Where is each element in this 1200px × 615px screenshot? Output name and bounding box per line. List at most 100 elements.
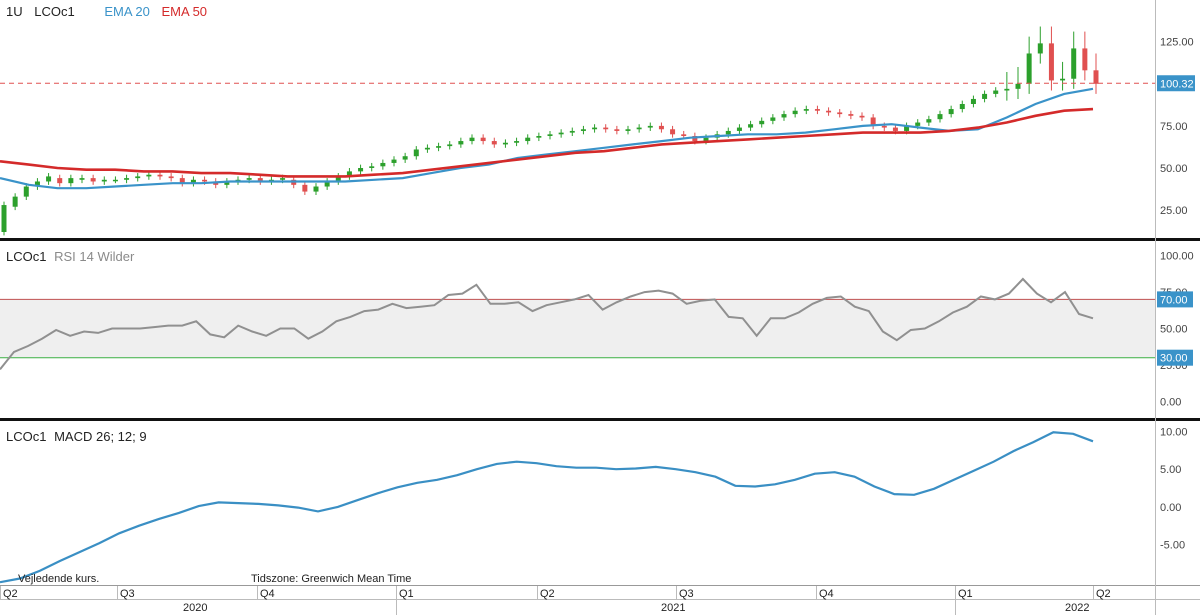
last-price-badge — [1157, 75, 1195, 92]
candle-body — [1026, 53, 1032, 84]
ema50-legend[interactable]: EMA 50 — [161, 4, 208, 19]
candle-body — [1093, 70, 1099, 84]
overbought-badge — [1157, 291, 1193, 308]
candle-body — [480, 137, 486, 142]
time-axis: Q2 Q3 Q4 Q1 Q2 Q3 Q4 Q1 Q2 2020 2021 2022 — [0, 585, 1200, 615]
quarter-label: Q3 — [120, 588, 135, 600]
candle-body — [1037, 43, 1043, 54]
macd-symbol-label: LCOc1 — [6, 429, 47, 444]
rsi-axis-tick-label: 50.00 — [1160, 324, 1188, 336]
candle-body — [12, 196, 18, 207]
year-label: 2020 — [183, 602, 207, 614]
symbol-label[interactable]: LCOc1 — [34, 4, 75, 19]
quarter-label: Q3 — [679, 588, 694, 600]
candle-body — [770, 117, 776, 121]
candle-body — [346, 171, 352, 177]
ema20-line — [0, 87, 1094, 190]
candle-body — [179, 178, 185, 184]
rsi-axis-tick-label: 0.00 — [1160, 396, 1181, 408]
candle-body — [1060, 78, 1066, 81]
candle-body — [592, 127, 598, 130]
candle-body — [369, 166, 375, 168]
price-disclaimer: Vejledende kurs. — [18, 573, 100, 585]
candle-body — [257, 178, 263, 182]
candle-body — [748, 124, 754, 128]
oversold-badge — [1157, 349, 1193, 366]
candle-body — [101, 179, 107, 182]
candle-body — [625, 129, 631, 131]
macd-indicator-label[interactable]: MACD 26; 12; 9 — [54, 429, 147, 444]
macd-axis-tick-label: 10.00 — [1160, 427, 1188, 439]
macd-axis-tick-label: -5.00 — [1160, 540, 1185, 552]
candle-body — [135, 176, 141, 179]
quarter-label: Q1 — [399, 588, 414, 600]
candle-body — [46, 176, 52, 182]
timezone-note: Tidszone: Greenwich Mean Time — [251, 573, 412, 585]
candle-body — [302, 184, 308, 192]
candle-body — [937, 114, 943, 120]
candle-body — [1082, 48, 1088, 71]
candle-body — [34, 181, 40, 187]
rsi-indicator-label[interactable]: RSI 14 Wilder — [54, 249, 135, 264]
candle-body — [614, 129, 620, 131]
macd-panel: -5.00 0.00 5.00 10.00 — [0, 427, 1188, 584]
candle-body — [915, 122, 921, 126]
ema50-line — [0, 107, 1094, 178]
price-axis-tick-label: 50.00 — [1160, 163, 1188, 175]
price-legend: 1U LCOc1 EMA 20 EMA 50 — [6, 4, 215, 19]
candle-body — [124, 178, 130, 180]
candle-body — [580, 129, 586, 131]
candle-body — [335, 176, 341, 182]
price-panel: 25.00 50.00 75.00 125.00 100.32 — [0, 26, 1195, 236]
candle-body — [424, 147, 430, 150]
candle-body — [246, 178, 252, 180]
candle-body — [837, 112, 843, 115]
candle-body — [814, 109, 820, 111]
ema20-legend[interactable]: EMA 20 — [104, 4, 150, 19]
candle-body — [57, 178, 63, 184]
candle-body — [703, 137, 709, 142]
quarter-label: Q2 — [3, 588, 18, 600]
candle-body — [90, 178, 96, 182]
candle-body — [168, 176, 174, 179]
overbought-level-label: 70.00 — [1160, 294, 1188, 306]
oversold-level-label: 30.00 — [1160, 353, 1188, 365]
candle-body — [670, 129, 676, 135]
price-axis-tick-label: 125.00 — [1160, 37, 1194, 49]
candle-body — [391, 159, 397, 163]
candle-body — [803, 109, 809, 111]
candle-body — [848, 114, 854, 116]
candle-body — [514, 141, 520, 143]
rsi-axis-tick-label: 100.00 — [1160, 251, 1194, 263]
quarter-label: Q4 — [260, 588, 275, 600]
rsi-neutral-band — [0, 299, 1155, 358]
candle-body — [603, 127, 609, 130]
candle-body — [68, 178, 74, 184]
candle-body — [681, 134, 687, 136]
candle-body — [926, 119, 932, 123]
candle-body — [904, 125, 910, 131]
candle-body — [79, 178, 85, 180]
candle-body — [959, 104, 965, 110]
rsi-legend: LCOc1 RSI 14 Wilder — [6, 249, 142, 264]
quarter-label: Q2 — [540, 588, 555, 600]
last-price-label: 100.32 — [1160, 78, 1194, 90]
candle-body — [547, 134, 553, 136]
candle-body — [436, 146, 442, 148]
candle-body — [324, 181, 330, 187]
candle-body — [1015, 83, 1021, 89]
candle-body — [146, 174, 152, 177]
candle-body — [948, 109, 954, 115]
rsi-symbol-label: LCOc1 — [6, 249, 47, 264]
quarter-label: Q2 — [1096, 588, 1111, 600]
candle-body — [413, 149, 419, 157]
candle-body — [280, 178, 286, 180]
candle-body — [224, 181, 230, 185]
interval-label[interactable]: 1U — [6, 4, 23, 19]
candle-body — [970, 98, 976, 104]
candle-body — [1004, 88, 1010, 91]
candle-body — [1, 205, 7, 232]
candle-body — [313, 186, 319, 192]
